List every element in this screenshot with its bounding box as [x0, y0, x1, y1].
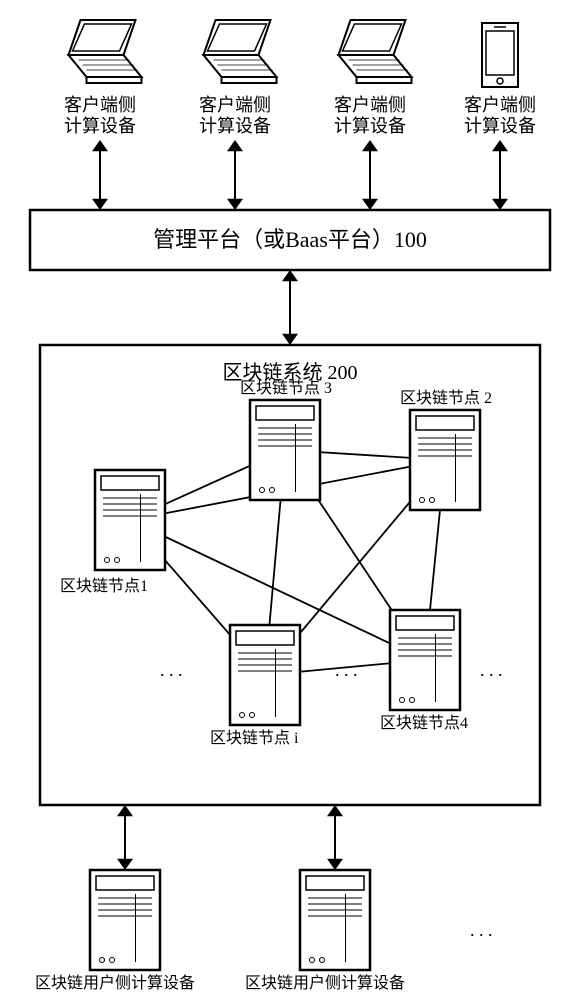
ellipsis-1: . . .: [160, 660, 183, 681]
diagram-svg: [0, 0, 578, 1000]
user-label-1: 区块链用户侧计算设备: [35, 975, 195, 993]
ellipsis-2: . . .: [335, 660, 358, 681]
node-label-2: 区块链节点 2: [400, 390, 492, 408]
platform-label: 管理平台（或Baas平台）100: [30, 227, 550, 252]
node-label-1: 区块链节点1: [60, 578, 148, 596]
client-label-3: 客户端侧计算设备: [330, 95, 410, 136]
client-label-2: 客户端侧计算设备: [195, 95, 275, 136]
node-label-4: 区块链节点4: [380, 715, 468, 733]
ellipsis-3: . . .: [480, 660, 503, 681]
node-label-i: 区块链节点 i: [210, 730, 298, 748]
client-label-4: 客户端侧计算设备: [460, 95, 540, 136]
user-label-2: 区块链用户侧计算设备: [245, 975, 405, 993]
user-ellipsis: . . .: [470, 920, 493, 941]
node-label-3: 区块链节点 3: [240, 380, 332, 398]
client-label-1: 客户端侧计算设备: [60, 95, 140, 136]
